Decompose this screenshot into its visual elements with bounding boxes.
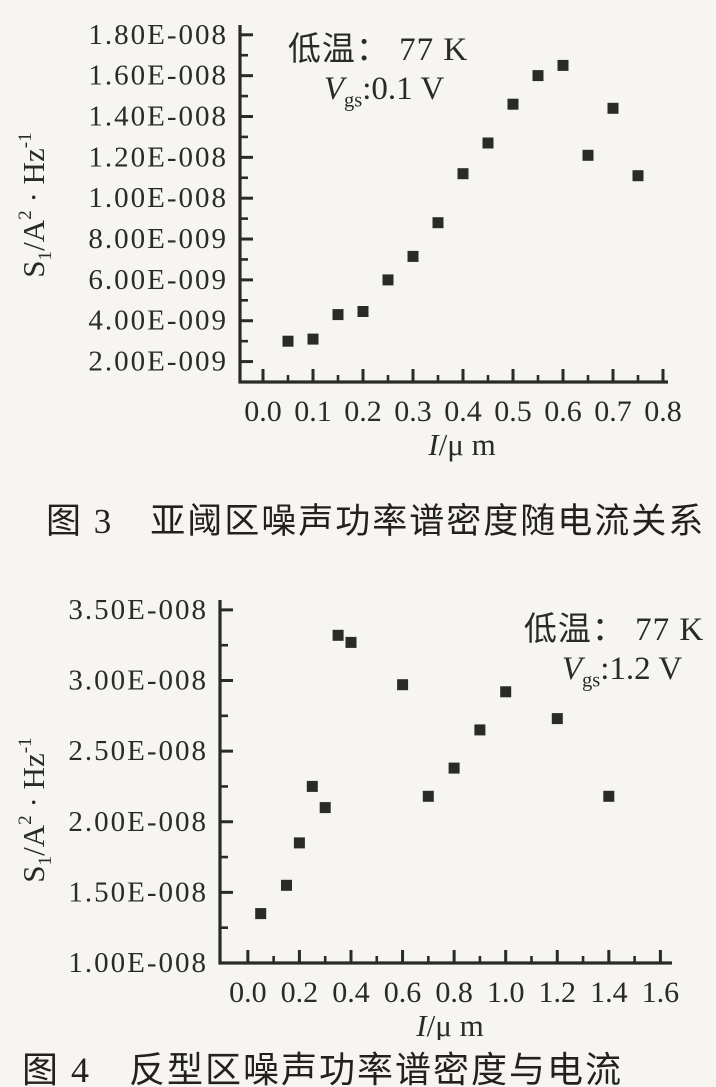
x-tick-label: 0.0 [244,395,282,428]
x-tick-label: 0.8 [435,976,473,1009]
y-axis-label: S1/A2 · Hz-1 [15,737,56,882]
x-tick-label: 0.1 [294,395,332,428]
y-tick-label: 1.60E-008 [88,60,228,92]
x-tick-label: 0.6 [384,976,422,1009]
data-point [551,713,563,725]
x-tick-label: 0.2 [281,976,319,1009]
data-point [382,274,394,286]
y-tick-label: 1.80E-008 [88,19,228,51]
x-tick-label: 1.4 [590,976,628,1009]
x-axis-label: I/μ m [427,427,495,462]
data-point [407,250,419,262]
x-tick-label: 1.2 [539,976,577,1009]
y-tick-label: 8.00E-009 [88,223,228,255]
legend-vgs: Vgs:0.1 V [324,71,444,111]
data-point [306,780,318,792]
data-point [319,802,331,814]
y-tick-label: 1.50E-008 [68,876,208,908]
x-tick-label: 0.4 [332,976,370,1009]
data-point [293,837,305,849]
x-tick-label: 0.4 [444,395,482,428]
data-point [632,170,644,182]
data-point [432,217,444,229]
y-tick-label: 1.20E-008 [88,141,228,173]
data-point [582,149,594,161]
data-point [507,98,519,110]
data-point [448,762,460,774]
data-point [281,879,292,891]
figure-3: 2.00E-009 4.00E-009 6.00E-009 8.00E-009 1.00… [0,0,716,470]
y-tick-label: 3.00E-008 [68,665,208,697]
figure-3-caption: 图 3 亚阈区噪声功率谱密度随电流关系 [46,502,706,541]
y-tick-label: 2.00E-009 [88,346,228,378]
data-point [307,333,319,345]
x-tick-label: 1.0 [487,976,525,1009]
data-point [332,629,344,641]
data-point [422,790,434,802]
x-tick-label: 0.0 [229,976,267,1009]
axis-frame [238,25,668,384]
figure-4-caption: 图 4 反型区噪声功率谱密度与电流 [22,1050,624,1087]
subthreshold-noise-scatter-chart: 2.00E-009 4.00E-009 6.00E-009 8.00E-009 1.00… [15,19,682,462]
y-tick-label: 4.00E-009 [88,305,228,337]
x-tick-label: 0.2 [344,395,382,428]
data-point [332,309,344,321]
y-tick-label: 3.50E-008 [68,594,208,626]
inversion-noise-scatter-chart: 1.00E-008 1.50E-008 2.00E-008 2.50E-008 3.00… [15,594,704,1040]
x-tick-label: 0.7 [594,395,632,428]
data-point [500,686,512,698]
data-point [397,679,409,691]
data-point [345,636,357,648]
y-tick-label: 1.00E-008 [88,182,228,214]
data-point [255,908,267,920]
y-tick-label: 2.50E-008 [68,735,208,767]
data-point [482,137,494,149]
legend-temperature: 低温： 77 K [288,31,468,68]
y-tick-label: 1.00E-008 [68,947,208,979]
legend-temperature: 低温： 77 K [524,611,704,648]
data-point [603,790,615,802]
y-tick-label: 6.00E-009 [88,264,228,296]
data-point [557,59,569,71]
data-point [532,70,544,82]
legend-vgs: Vgs:1.2 V [562,651,682,691]
x-axis-label: I/μ m [415,1008,483,1040]
x-tick-label: 0.8 [644,395,682,428]
data-point [357,306,369,317]
x-tick-label: 0.5 [494,395,532,428]
x-tick-label: 0.3 [394,395,432,428]
data-point [457,168,469,180]
y-tick-label: 2.00E-008 [68,806,208,838]
data-point [607,102,619,114]
y-axis-label: S1/A2 · Hz-1 [15,132,56,277]
x-tick-label: 1.6 [642,976,680,1009]
figure-4: 1.00E-008 1.50E-008 2.00E-008 2.50E-008 3.00… [0,580,716,1040]
x-tick-label: 0.6 [544,395,582,428]
data-point [282,335,294,347]
data-point [474,724,486,736]
y-tick-label: 1.40E-008 [88,100,228,132]
